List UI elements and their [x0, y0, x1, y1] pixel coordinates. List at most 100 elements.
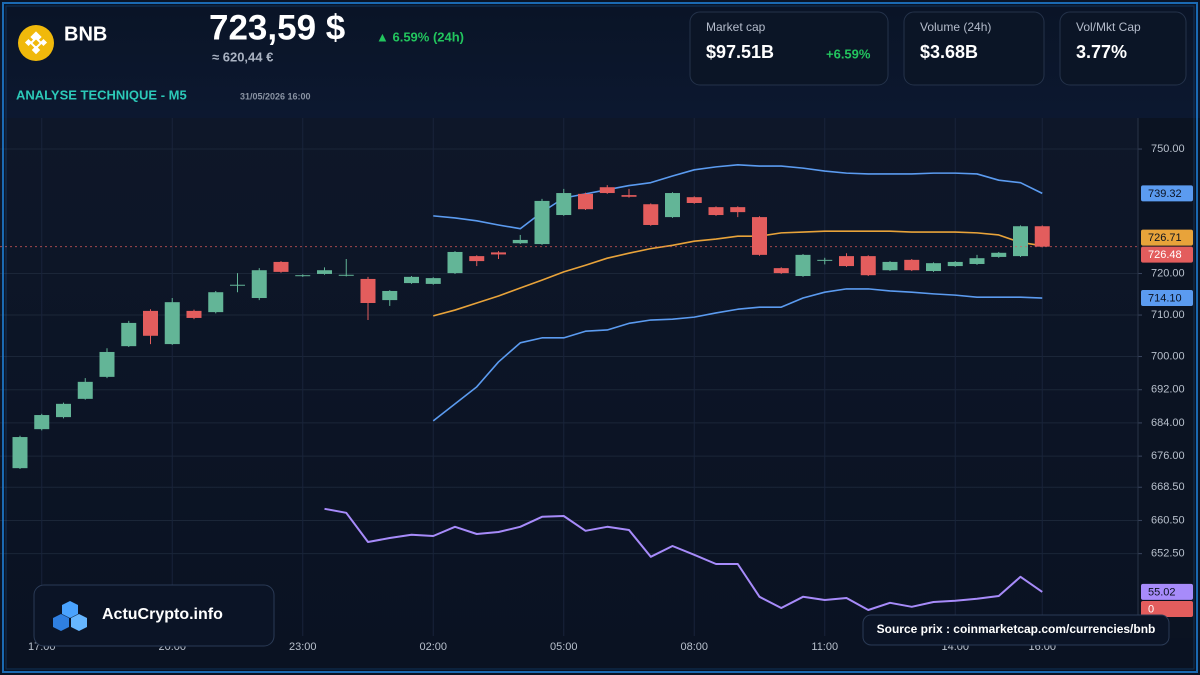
y-tick-label: 676.00 — [1151, 450, 1185, 462]
x-tick-label: 23:00 — [289, 641, 317, 653]
card — [689, 11, 889, 86]
frame-inner — [5, 5, 1195, 670]
value-tag — [1141, 246, 1193, 263]
brand-box — [33, 584, 275, 647]
candle-body — [926, 263, 941, 272]
band-line — [432, 288, 1043, 422]
source: Source prix : coinmarketcap.com/currenci… — [877, 622, 1156, 636]
candle-body — [860, 256, 876, 276]
candle-body — [1013, 226, 1028, 257]
candle-body — [77, 381, 93, 399]
candle-body — [708, 207, 724, 216]
grid: 750.00 720.00 710.00 700.00 692.00 684.00 676.… — [0, 118, 1185, 653]
section-title: ANALYSE TECHNIQUE - M5 — [16, 87, 187, 102]
candle-body — [773, 268, 789, 274]
value-tag — [1141, 229, 1193, 246]
y-tick-label: 684.00 — [1151, 417, 1185, 429]
y-tick-label: 750.00 — [1151, 143, 1185, 155]
candle-body — [665, 193, 680, 218]
y-tick-label: 720.00 — [1151, 267, 1185, 279]
card-value: $3.68B — [920, 42, 978, 62]
candle-body — [947, 261, 963, 267]
value-tag-label: 714.10 — [1148, 292, 1182, 304]
band-line — [433, 230, 1043, 317]
candle-body — [447, 251, 463, 274]
y-tick-label: 700.00 — [1151, 350, 1185, 362]
card-value: $97.51B — [706, 42, 774, 62]
candle-body — [251, 270, 267, 299]
candle-body — [273, 261, 289, 272]
candle-body — [599, 187, 615, 194]
candle-body — [491, 252, 506, 255]
candle-body — [839, 256, 854, 267]
value-tag-label: 726.71 — [1148, 232, 1182, 244]
candle-body — [360, 278, 376, 304]
candle-body — [904, 259, 920, 271]
x-tick-label: 08:00 — [680, 641, 708, 653]
value-tag — [1141, 583, 1193, 600]
candle-body — [208, 292, 224, 313]
price: 723,59 $ — [209, 8, 345, 47]
candle-body — [338, 274, 354, 276]
candle-body — [991, 252, 1007, 257]
candle-body — [556, 193, 572, 216]
symbol: BNB — [64, 23, 107, 45]
candle-body — [882, 261, 898, 271]
candle-body — [817, 259, 833, 261]
y-tick-label: 692.00 — [1151, 384, 1185, 396]
overlay: 739.32 726.71 714.10 55.02 726.48 0 — [1141, 185, 1193, 617]
price-eur: ≈ 620,44 € — [212, 49, 273, 64]
y-tick-label: 710.00 — [1151, 309, 1185, 321]
card-value: 3.77% — [1076, 42, 1127, 62]
value-tag-label: 726.48 — [1148, 249, 1182, 261]
candle-body — [1034, 226, 1050, 247]
candle-body — [295, 275, 311, 277]
candle-body — [186, 310, 202, 318]
card-change: +6.59% — [826, 46, 871, 61]
x-tick-label: 11:00 — [811, 641, 838, 653]
timestamp: 31/05/2026 16:00 — [240, 91, 311, 101]
card-label: Volume (24h) — [920, 20, 991, 34]
candle-body — [730, 207, 746, 213]
candle-body — [469, 256, 485, 262]
card-label: Vol/Mkt Cap — [1076, 20, 1141, 34]
price-axis-background — [1138, 118, 1200, 638]
candle-body — [752, 217, 767, 255]
candle-body — [99, 351, 115, 377]
candle-body — [686, 197, 702, 203]
value-tag-label: 0 — [1148, 603, 1154, 615]
candle-body — [121, 322, 137, 347]
value-tag-label: 739.32 — [1148, 188, 1182, 200]
candle-body — [795, 254, 811, 277]
candle-body — [512, 239, 528, 244]
value-tag — [1141, 185, 1193, 202]
candle-body — [164, 302, 180, 345]
candle-body — [534, 200, 550, 245]
x-tick-label: 02:00 — [419, 641, 447, 653]
value-tag-label: 55.02 — [1148, 586, 1176, 598]
candle-body — [578, 193, 593, 210]
y-tick-label: 652.50 — [1151, 548, 1185, 560]
candle-body — [404, 276, 419, 284]
y-tick-label: 668.50 — [1151, 481, 1185, 493]
candle-body — [317, 270, 332, 274]
candle-body — [34, 415, 50, 430]
card-label: Market cap — [706, 20, 766, 34]
candle-body — [230, 284, 245, 286]
candle-body — [621, 195, 637, 197]
rsi-line — [324, 507, 1043, 611]
price-change: ▲ 6.59% (24h) — [376, 29, 464, 44]
candle-body — [425, 278, 441, 284]
card — [1059, 11, 1187, 86]
candle-body — [143, 310, 158, 336]
candle-body — [12, 437, 28, 469]
source-box — [862, 614, 1170, 646]
plot — [0, 164, 1138, 611]
y-tick-label: 660.50 — [1151, 514, 1185, 526]
x-tick-label: 05:00 — [550, 641, 578, 653]
plot-background — [0, 118, 1200, 675]
candle-body — [382, 290, 398, 301]
